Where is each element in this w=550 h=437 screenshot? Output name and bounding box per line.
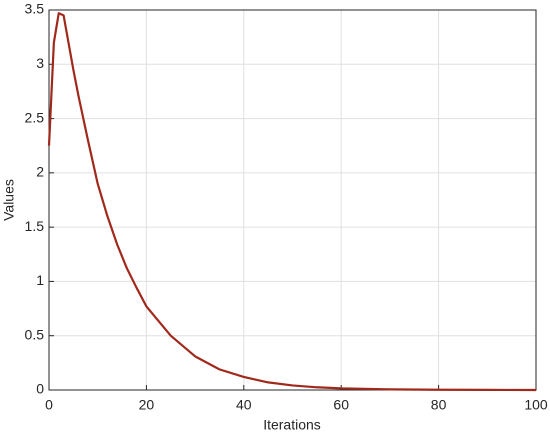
plot-frame [48,9,537,391]
y-tick-label: 1.5 [25,218,45,234]
data-line [47,12,537,392]
y-tick-label: 2 [36,164,44,180]
y-tick-label: 1 [36,272,44,288]
x-axis-label: Iterations [263,417,321,433]
x-tick-label: 60 [333,397,349,413]
y-tick-label: 0.5 [25,326,45,342]
y-tick-label: 3.5 [25,1,45,17]
x-tick-label: 40 [236,397,252,413]
x-tick-label: 0 [45,397,53,413]
x-tick-label: 20 [139,397,155,413]
x-tick-label: 80 [431,397,447,413]
y-axis-label: Values [1,179,17,221]
y-tick-label: 2.5 [25,109,45,125]
y-tick-label: 0 [36,381,44,397]
x-tick-label: 100 [524,397,548,413]
y-tick-label: 3 [36,55,44,71]
